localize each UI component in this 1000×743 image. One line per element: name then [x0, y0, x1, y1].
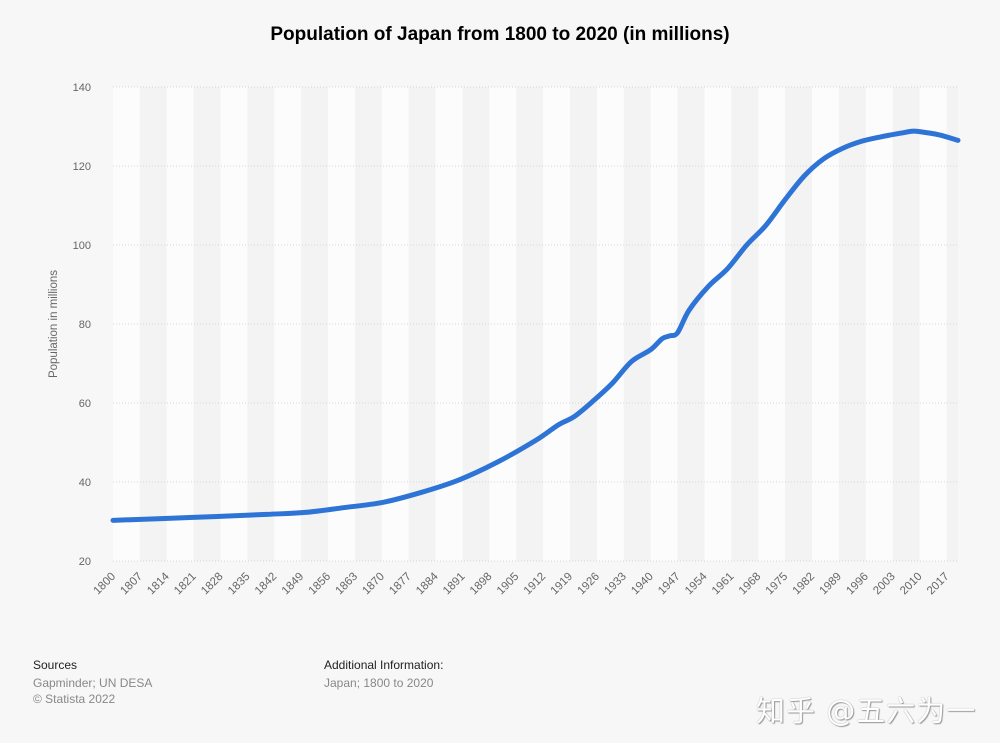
x-tick-label: 1919 [549, 571, 576, 598]
x-tick-label: 1996 [844, 571, 871, 598]
plot-band [838, 87, 866, 561]
x-tick-label: 1968 [737, 571, 764, 598]
sources-block: Sources Gapminder; UN DESA © Statista 20… [33, 658, 152, 707]
y-tick-label: 40 [79, 477, 91, 489]
x-tick-label: 2017 [925, 571, 952, 598]
y-tick-label: 60 [79, 398, 91, 410]
x-tick-label: 2003 [871, 571, 898, 598]
y-tick-label: 20 [79, 556, 91, 568]
additional-info-block: Additional Information: Japan; 1800 to 2… [324, 658, 443, 691]
x-tick-label: 1947 [656, 571, 683, 598]
x-tick-label: 1989 [817, 571, 844, 598]
line-chart: 20 40 60 80 100 120 140 1800 1807 1814 1821 1828 183… [48, 82, 961, 598]
plot-band [193, 87, 221, 561]
x-tick-label: 1814 [145, 570, 172, 597]
x-tick-label: 1877 [387, 571, 414, 598]
plot-band [596, 87, 624, 561]
x-tick-label: 1807 [118, 571, 145, 598]
x-tick-label: 1849 [280, 571, 307, 598]
x-tick-label: 1905 [495, 571, 522, 598]
plot-band [785, 87, 813, 561]
x-tick-label: 1863 [334, 571, 361, 598]
plot-band [758, 87, 786, 561]
plot-band [865, 87, 893, 561]
x-tick-label: 1933 [602, 571, 629, 598]
y-axis-label: Population in millions [48, 270, 60, 378]
x-tick-label: 1926 [575, 571, 602, 598]
additional-info-label: Additional Information: [324, 658, 444, 672]
plot-band [139, 87, 167, 561]
x-tick-label: 1954 [683, 570, 710, 597]
x-tick-label: 1982 [791, 571, 818, 598]
plot-band [650, 87, 678, 561]
plot-band [489, 87, 517, 561]
x-tick-label: 1842 [253, 571, 280, 598]
y-tick-label: 140 [73, 82, 91, 94]
plot-band [113, 87, 140, 561]
additional-info-text: Japan; 1800 to 2020 [324, 676, 434, 690]
x-tick-label: 1912 [522, 571, 549, 598]
plot-band [623, 87, 651, 561]
watermark: 知乎 @五六为一 [756, 694, 977, 728]
chart-title: Population of Japan from 1800 to 2020 (i… [270, 24, 730, 45]
copyright-text: © Statista 2022 [33, 692, 116, 706]
plot-band [946, 87, 958, 561]
y-tick-label: 100 [73, 240, 91, 252]
x-tick-label: 1940 [629, 571, 656, 598]
x-tick-label: 1821 [172, 571, 199, 598]
x-tick-label: 1870 [360, 571, 387, 598]
x-tick-label: 1898 [468, 571, 495, 598]
sources-text: Gapminder; UN DESA [33, 676, 153, 690]
x-tick-label: 1800 [92, 571, 119, 598]
x-tick-label: 1835 [226, 571, 253, 598]
x-tick-label: 2010 [898, 571, 925, 598]
x-tick-label: 1856 [307, 571, 334, 598]
plot-band [166, 87, 194, 561]
y-tick-label: 80 [79, 319, 91, 331]
x-tick-label: 1975 [764, 571, 791, 598]
plot-band [731, 87, 759, 561]
x-tick-label: 1961 [710, 571, 737, 598]
plot-band [704, 87, 732, 561]
x-tick-label: 1891 [441, 571, 468, 598]
plot-band [516, 87, 544, 561]
plot-band [543, 87, 571, 561]
x-tick-label: 1828 [199, 571, 226, 598]
sources-label: Sources [33, 658, 78, 672]
plot-band [892, 87, 920, 561]
plot-band [570, 87, 597, 561]
y-tick-label: 120 [73, 161, 91, 173]
x-tick-label: 1884 [414, 570, 441, 597]
